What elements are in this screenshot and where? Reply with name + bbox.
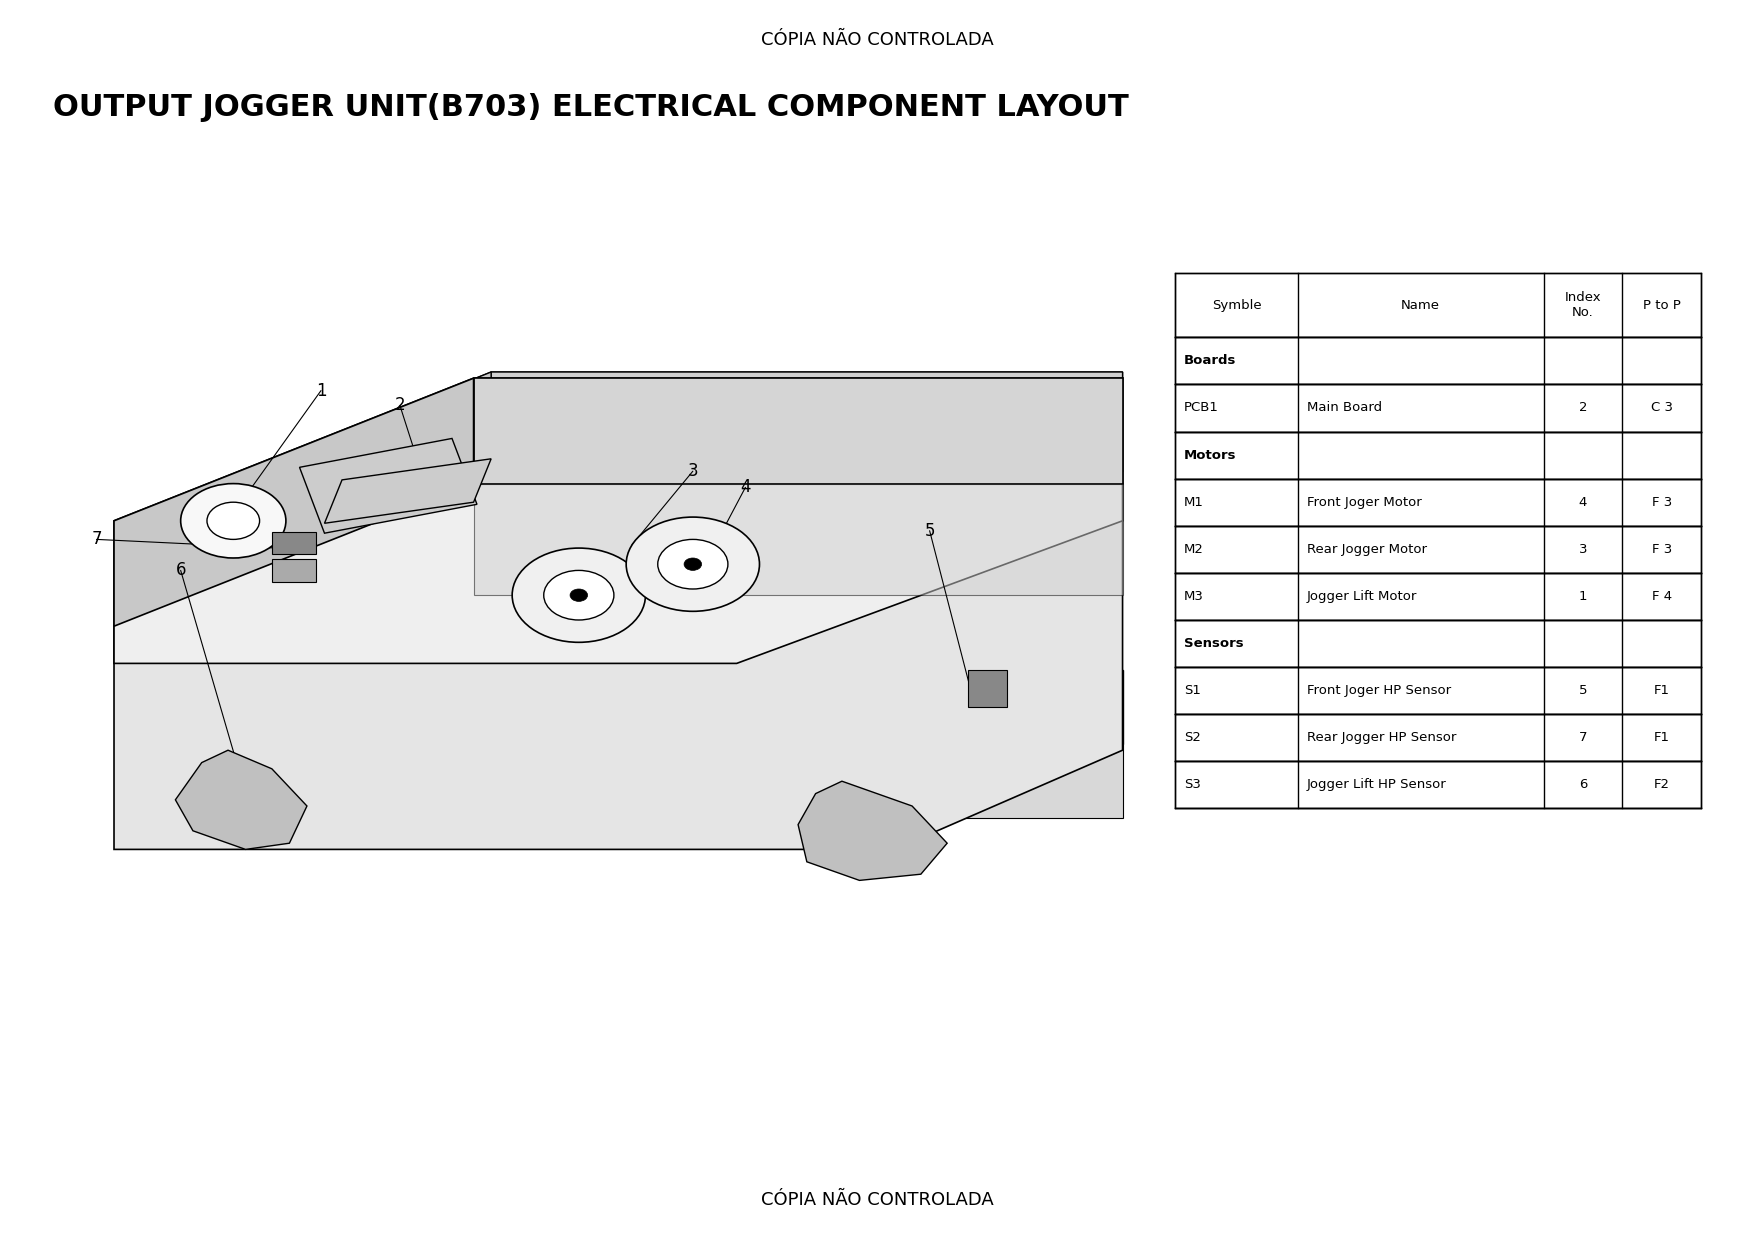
Text: M2: M2 (1184, 543, 1203, 556)
Text: F 3: F 3 (1652, 496, 1672, 508)
Bar (1175, 273, 1701, 337)
Polygon shape (114, 378, 1123, 663)
Bar (1175, 337, 1701, 384)
Polygon shape (798, 781, 947, 880)
Text: F 4: F 4 (1652, 590, 1672, 603)
Text: CÓPIA NÃO CONTROLADA: CÓPIA NÃO CONTROLADA (761, 31, 993, 50)
Circle shape (626, 517, 759, 611)
Circle shape (207, 502, 260, 539)
Polygon shape (175, 750, 307, 849)
Text: C 3: C 3 (1651, 402, 1673, 414)
Bar (1175, 526, 1701, 573)
Text: Name: Name (1401, 299, 1440, 311)
Text: M1: M1 (1184, 496, 1203, 508)
Polygon shape (114, 378, 474, 626)
Polygon shape (474, 484, 1123, 595)
Text: S1: S1 (1184, 684, 1201, 697)
Circle shape (512, 548, 645, 642)
Text: F1: F1 (1654, 684, 1670, 697)
Text: F1: F1 (1654, 732, 1670, 744)
Text: Front Joger Motor: Front Joger Motor (1307, 496, 1421, 508)
Bar (1175, 761, 1701, 808)
Circle shape (181, 484, 286, 558)
Text: P to P: P to P (1643, 299, 1680, 311)
Polygon shape (324, 459, 491, 523)
Text: PCB1: PCB1 (1184, 402, 1219, 414)
Bar (1175, 432, 1701, 479)
Text: Rear Jogger HP Sensor: Rear Jogger HP Sensor (1307, 732, 1456, 744)
Text: Index
No.: Index No. (1565, 291, 1601, 319)
Text: Main Board: Main Board (1307, 402, 1382, 414)
Text: Sensors: Sensors (1184, 637, 1244, 650)
Polygon shape (491, 372, 1123, 521)
Bar (1175, 384, 1701, 432)
Polygon shape (123, 670, 1123, 744)
Text: Rear Jogger Motor: Rear Jogger Motor (1307, 543, 1426, 556)
Text: F2: F2 (1654, 779, 1670, 791)
Text: 2: 2 (1579, 402, 1587, 414)
Text: Jogger Lift Motor: Jogger Lift Motor (1307, 590, 1417, 603)
Bar (1175, 573, 1701, 620)
Text: F 3: F 3 (1652, 543, 1672, 556)
Circle shape (544, 570, 614, 620)
Bar (272, 532, 316, 554)
Bar (300, 439, 477, 533)
Text: S3: S3 (1184, 779, 1201, 791)
Polygon shape (123, 372, 1123, 670)
Polygon shape (114, 484, 1123, 849)
Circle shape (658, 539, 728, 589)
Text: 1: 1 (316, 382, 326, 399)
Bar (1175, 667, 1701, 714)
Text: 4: 4 (1579, 496, 1587, 508)
Text: 7: 7 (91, 531, 102, 548)
Polygon shape (474, 378, 1123, 484)
Text: Motors: Motors (1184, 449, 1237, 461)
Circle shape (570, 589, 588, 601)
Text: Boards: Boards (1184, 355, 1237, 367)
Text: 2: 2 (395, 397, 405, 414)
Text: M3: M3 (1184, 590, 1203, 603)
Text: 7: 7 (1579, 732, 1587, 744)
Text: 4: 4 (740, 479, 751, 496)
Bar (1175, 479, 1701, 526)
Text: OUTPUT JOGGER UNIT(B703) ELECTRICAL COMPONENT LAYOUT: OUTPUT JOGGER UNIT(B703) ELECTRICAL COMP… (53, 93, 1128, 122)
Polygon shape (123, 744, 1123, 818)
Text: 3: 3 (688, 463, 698, 480)
Text: Front Joger HP Sensor: Front Joger HP Sensor (1307, 684, 1451, 697)
Circle shape (684, 558, 702, 570)
Bar (1175, 714, 1701, 761)
Polygon shape (123, 372, 491, 670)
Bar (968, 670, 1007, 707)
Text: Jogger Lift HP Sensor: Jogger Lift HP Sensor (1307, 779, 1447, 791)
Text: 5: 5 (924, 522, 935, 539)
Bar (1175, 620, 1701, 667)
Text: S2: S2 (1184, 732, 1201, 744)
Text: 1: 1 (1579, 590, 1587, 603)
Text: 5: 5 (1579, 684, 1587, 697)
Text: CÓPIA NÃO CONTROLADA: CÓPIA NÃO CONTROLADA (761, 1190, 993, 1209)
Text: Symble: Symble (1212, 299, 1261, 311)
Text: 6: 6 (1579, 779, 1587, 791)
Text: 3: 3 (1579, 543, 1587, 556)
Bar (272, 559, 316, 582)
Text: 6: 6 (175, 562, 186, 579)
